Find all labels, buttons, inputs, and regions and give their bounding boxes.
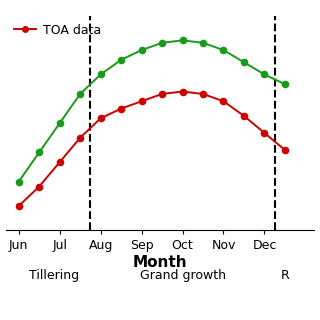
Text: Grand growth: Grand growth bbox=[140, 269, 226, 282]
Text: Tillering: Tillering bbox=[29, 269, 80, 282]
X-axis label: Month: Month bbox=[133, 255, 187, 270]
Line: TOA data: TOA data bbox=[15, 88, 289, 210]
Legend: TOA data: TOA data bbox=[13, 22, 102, 38]
TOA data bbox=[58, 160, 61, 164]
Text: R: R bbox=[281, 269, 289, 282]
TOA data bbox=[119, 107, 123, 110]
TOA data bbox=[221, 99, 225, 103]
TOA data bbox=[140, 99, 143, 103]
TOA data bbox=[283, 148, 287, 152]
TOA data bbox=[160, 92, 164, 96]
TOA data bbox=[242, 114, 246, 118]
TOA data bbox=[37, 185, 41, 188]
TOA data bbox=[262, 131, 266, 135]
TOA data bbox=[17, 204, 20, 208]
TOA data bbox=[99, 116, 102, 120]
TOA data bbox=[180, 90, 184, 93]
TOA data bbox=[201, 92, 205, 96]
TOA data bbox=[78, 136, 82, 140]
